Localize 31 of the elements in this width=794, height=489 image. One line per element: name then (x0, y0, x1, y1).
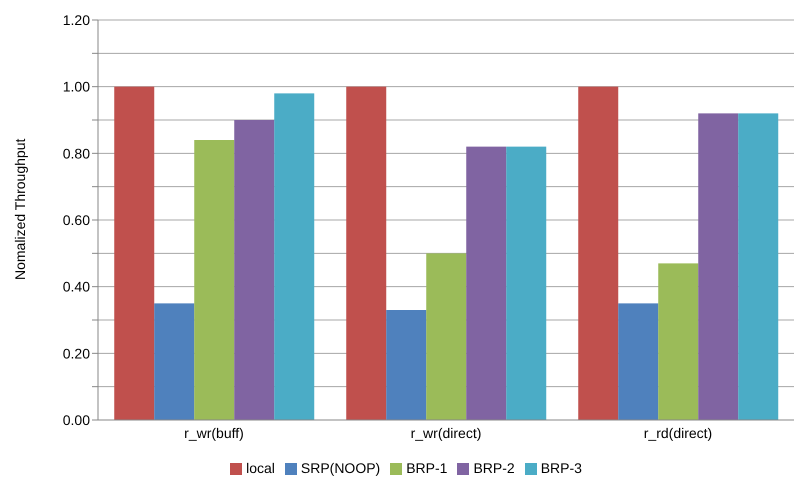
x-tick-label: r_wr(direct) (410, 424, 482, 441)
bar (154, 303, 194, 420)
bar (386, 310, 426, 420)
legend-label: BRP-3 (540, 460, 582, 476)
bar (658, 263, 698, 420)
legend-label: local (246, 460, 275, 476)
bar (506, 146, 546, 420)
y-axis-title: Nomalized Throughput (12, 138, 28, 280)
bar (738, 113, 778, 420)
y-tick-label: 1.00 (62, 78, 90, 95)
bar (698, 113, 738, 420)
x-tick-label: r_wr(buff) (184, 424, 244, 441)
bar (618, 303, 658, 420)
y-tick-label: 0.20 (62, 345, 90, 362)
y-tick-label: 0.40 (62, 278, 90, 295)
bar (578, 86, 618, 420)
bar (426, 253, 466, 420)
bar (234, 120, 274, 420)
y-tick-label: 0.00 (62, 412, 90, 428)
legend-label: BRP-1 (406, 460, 448, 476)
bar (194, 140, 234, 420)
bar (274, 93, 314, 420)
bar (466, 146, 506, 420)
y-tick-label: 0.80 (62, 145, 90, 162)
legend-label: BRP-2 (473, 460, 515, 476)
x-tick-label: r_rd(direct) (644, 424, 712, 441)
bar (346, 86, 386, 420)
y-tick-label: 1.20 (62, 12, 90, 28)
y-tick-label: 0.60 (62, 212, 90, 228)
legend-label: SRP(NOOP) (300, 460, 380, 476)
bar (114, 86, 154, 420)
